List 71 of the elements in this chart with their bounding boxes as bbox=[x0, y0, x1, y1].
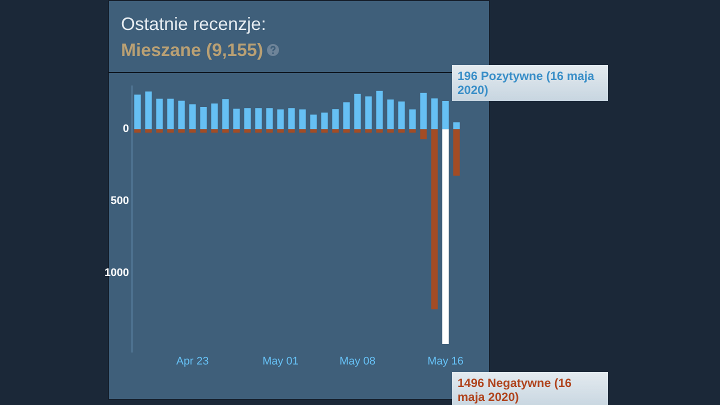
x-tick-label: May 08 bbox=[339, 355, 376, 368]
bar bbox=[453, 122, 460, 130]
bar bbox=[255, 108, 262, 130]
y-tick-label: 500 bbox=[110, 194, 129, 207]
bar bbox=[222, 129, 229, 133]
bar bbox=[167, 129, 174, 133]
bar bbox=[244, 129, 251, 133]
bar bbox=[442, 100, 449, 130]
bar bbox=[145, 129, 152, 133]
annotation: 196 Pozytywne (16 maja 2020) bbox=[452, 64, 608, 101]
bar bbox=[387, 100, 394, 130]
bar bbox=[420, 129, 427, 140]
bar bbox=[354, 94, 361, 130]
bar bbox=[266, 129, 273, 133]
bar bbox=[321, 112, 328, 130]
bar bbox=[266, 108, 273, 130]
bar bbox=[354, 129, 361, 133]
bar bbox=[299, 109, 306, 130]
x-tick-label: Apr 23 bbox=[176, 355, 209, 368]
bar bbox=[156, 129, 163, 133]
bar bbox=[167, 98, 174, 130]
bar bbox=[189, 129, 196, 133]
bar bbox=[376, 90, 383, 130]
bar bbox=[211, 104, 218, 130]
bar bbox=[244, 108, 251, 130]
bar bbox=[431, 129, 438, 310]
bar bbox=[321, 129, 328, 133]
chart-title: Ostatnie recenzje: bbox=[121, 14, 266, 35]
bar bbox=[431, 98, 438, 130]
bar bbox=[299, 129, 306, 133]
bar bbox=[398, 102, 405, 130]
bar bbox=[211, 129, 218, 133]
chart-subtitle: Mieszane (9,155) bbox=[121, 40, 264, 61]
bar bbox=[376, 129, 383, 133]
bar bbox=[398, 129, 405, 133]
bar bbox=[409, 129, 416, 133]
bar bbox=[332, 109, 339, 130]
bar bbox=[134, 129, 141, 133]
bar bbox=[277, 129, 284, 133]
y-tick-label: 0 bbox=[122, 123, 129, 136]
bar bbox=[189, 104, 196, 130]
bar bbox=[145, 91, 152, 130]
bar bbox=[365, 129, 372, 133]
bar bbox=[156, 98, 163, 130]
bar bbox=[222, 99, 229, 130]
bar bbox=[255, 129, 262, 133]
bar bbox=[233, 108, 240, 130]
bar bbox=[365, 96, 372, 130]
bar bbox=[178, 129, 185, 133]
bar bbox=[178, 100, 185, 130]
bar bbox=[343, 102, 350, 130]
bar bbox=[343, 129, 350, 133]
bar bbox=[277, 109, 284, 130]
bar bbox=[310, 129, 317, 133]
bar bbox=[332, 129, 339, 133]
bar bbox=[200, 106, 207, 130]
bar bbox=[134, 94, 141, 130]
bar bbox=[409, 109, 416, 130]
bar bbox=[453, 129, 460, 176]
bar bbox=[288, 129, 295, 133]
bar bbox=[288, 108, 295, 130]
x-tick-label: May 16 bbox=[427, 355, 464, 368]
x-tick-label: May 01 bbox=[262, 355, 299, 368]
bar bbox=[442, 129, 449, 344]
bar bbox=[387, 129, 394, 133]
annotation: 1496 Negatywne (16 maja 2020) bbox=[452, 372, 608, 405]
bar bbox=[420, 92, 427, 130]
bar bbox=[310, 114, 317, 130]
y-tick-label: 1000 bbox=[104, 266, 129, 279]
bar bbox=[200, 129, 207, 133]
bar bbox=[233, 129, 240, 133]
